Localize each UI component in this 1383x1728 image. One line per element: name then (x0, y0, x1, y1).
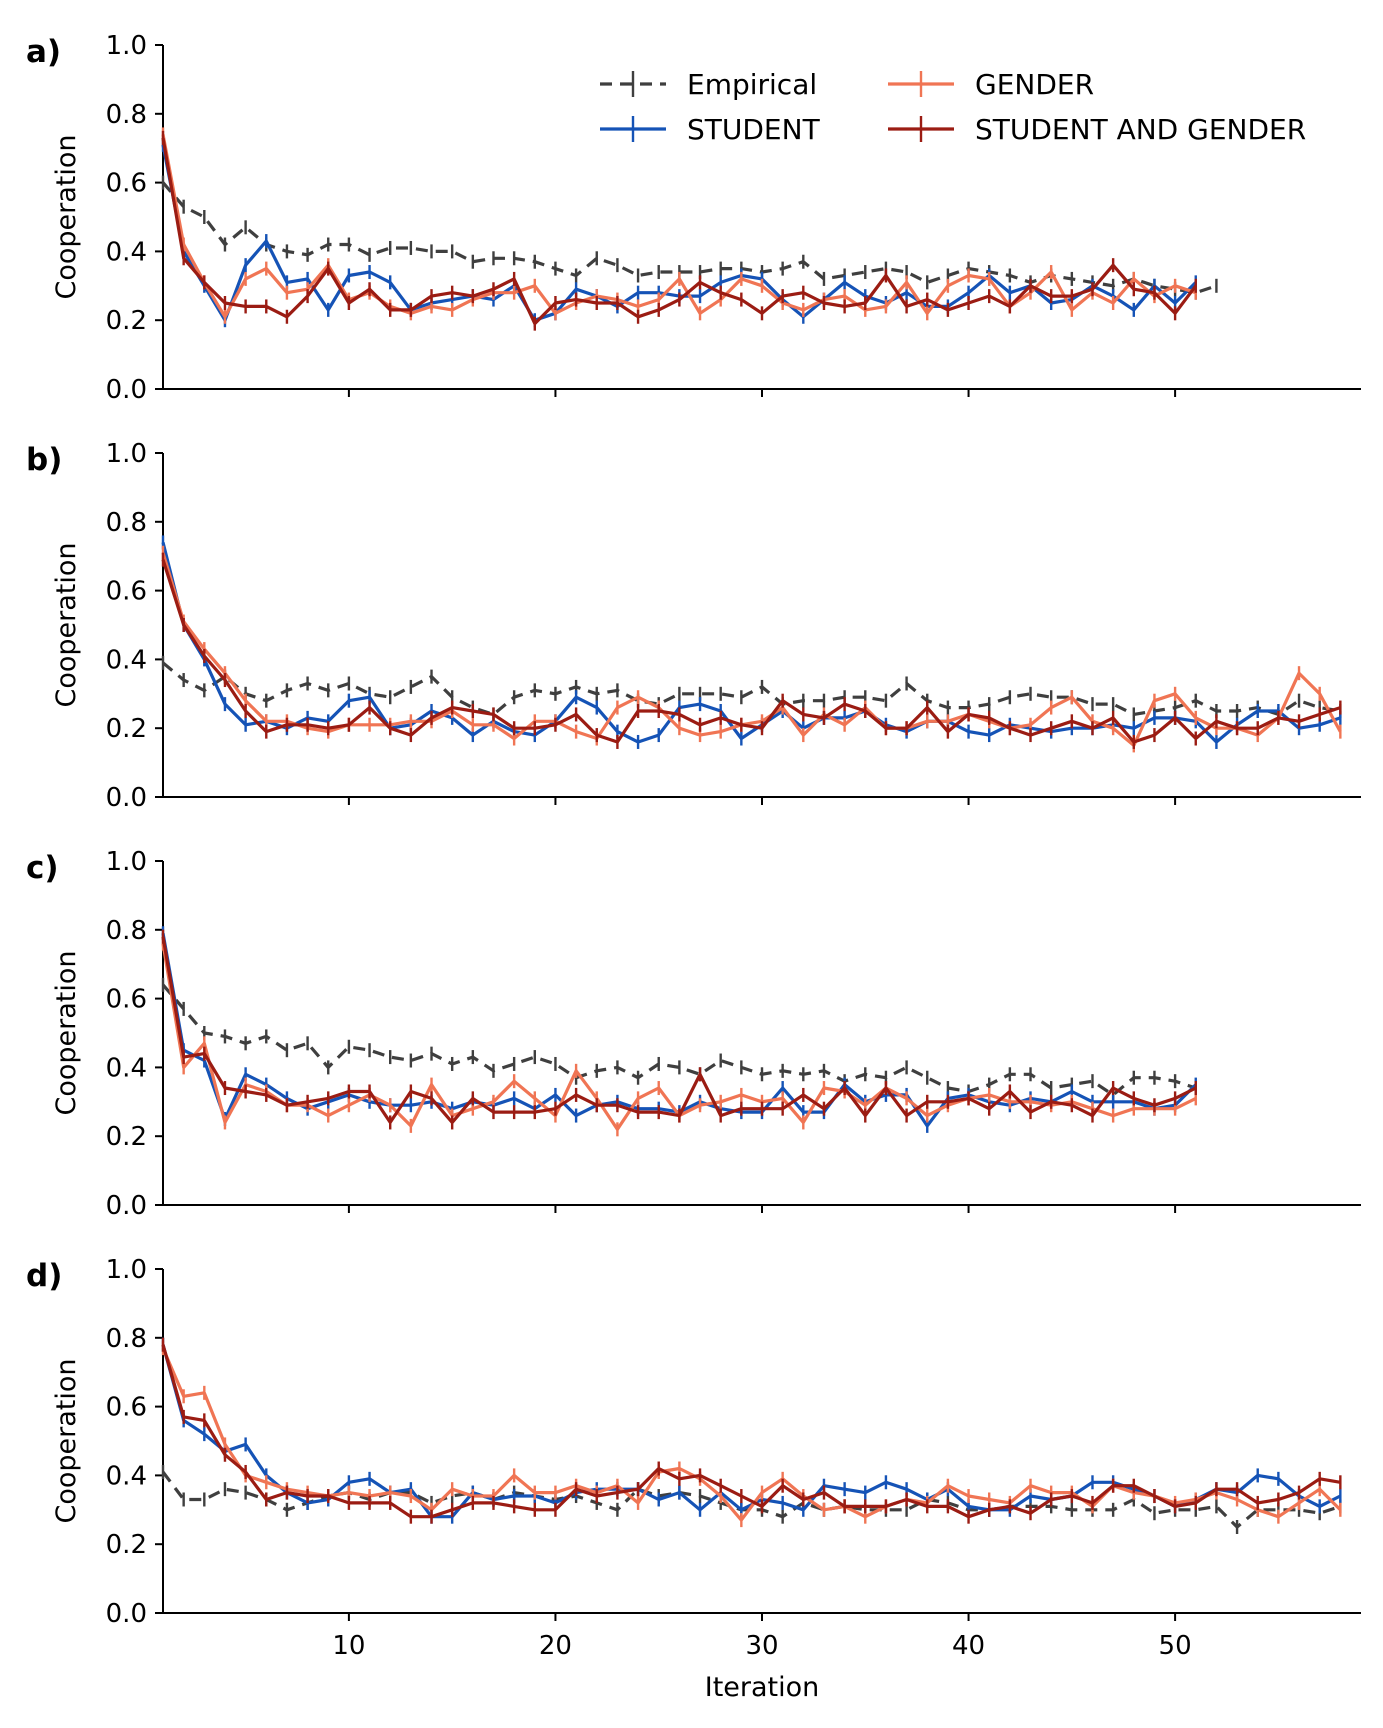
series-line (161, 983, 1197, 1097)
panel-label: b) (26, 442, 62, 478)
y-tick-label: 1.0 (106, 847, 147, 877)
x-tick-label: 20 (539, 1631, 572, 1661)
panel-label: c) (26, 850, 59, 886)
y-tick-label: 0.0 (106, 1599, 147, 1629)
panel-label: d) (26, 1258, 62, 1294)
series-empirical (161, 655, 1342, 722)
legend: Empirical STUDENT GENDER STUDENT AND GENDER (600, 68, 1306, 146)
series-gender (161, 545, 1342, 753)
x-tick-label: 40 (952, 1631, 985, 1661)
series-line (161, 1344, 1341, 1519)
panel-b: b) Cooperation 0.0 0.2 0.4 0.6 0.8 1.0 (26, 439, 1361, 813)
y-tick-label: 0.2 (106, 1122, 147, 1152)
y-axis-label: Cooperation (51, 542, 82, 707)
series-line (161, 936, 1197, 1125)
y-tick-label: 0.2 (106, 306, 147, 336)
y-tick-label: 0.2 (106, 1530, 147, 1560)
series-line (161, 1347, 1342, 1522)
panel-d: d) Cooperation 0.0 0.2 0.4 0.6 0.8 1.0 10 20 30 40 5… (26, 1255, 1361, 1703)
series-student (161, 535, 1342, 749)
series-empirical (161, 977, 1197, 1102)
y-tick-label: 0.6 (106, 1393, 147, 1423)
y-tick-label: 0.4 (106, 1461, 147, 1491)
y-tick-label: 0.4 (106, 237, 147, 267)
x-tick-label: 50 (1159, 1631, 1192, 1661)
y-tick-label: 1.0 (106, 31, 147, 61)
y-tick-label: 0.6 (106, 169, 147, 199)
x-tick-label: 30 (745, 1631, 778, 1661)
y-axis-label: Cooperation (51, 134, 82, 299)
series-line (161, 932, 1197, 1128)
series-student (161, 1337, 1342, 1524)
x-tick-label: 10 (332, 1631, 365, 1661)
series-student-and-gender (161, 130, 1198, 331)
series-line (161, 559, 1341, 744)
y-tick-label: 0.4 (106, 645, 147, 675)
legend-label: STUDENT AND GENDER (975, 113, 1306, 146)
legend-entry-empirical: Empirical (600, 68, 817, 101)
y-tick-label: 0.8 (106, 100, 147, 130)
y-tick-label: 0.8 (106, 916, 147, 946)
series-student-and-gender (161, 929, 1197, 1130)
y-tick-label: 0.2 (106, 714, 147, 744)
panel-label: a) (26, 34, 61, 70)
series-line (161, 1344, 1342, 1519)
series-line (161, 542, 1341, 744)
legend-label: Empirical (687, 68, 817, 101)
series-empirical (161, 175, 1218, 300)
y-axis-label: Cooperation (51, 1358, 82, 1523)
legend-entry-student-and-gender: STUDENT AND GENDER (888, 113, 1306, 146)
series-line (161, 1471, 1341, 1529)
panel-a: a) Cooperation 0.0 0.2 0.4 0.6 0.8 1.0 (26, 31, 1361, 405)
legend-label: STUDENT (687, 113, 821, 146)
legend-label: GENDER (975, 68, 1094, 101)
y-tick-label: 0.0 (106, 783, 147, 813)
series-line (161, 661, 1341, 717)
legend-entry-student: STUDENT (600, 113, 821, 146)
y-tick-label: 0.0 (106, 375, 147, 405)
y-tick-label: 0.6 (106, 985, 147, 1015)
y-tick-label: 0.4 (106, 1053, 147, 1083)
y-tick-label: 0.0 (106, 1191, 147, 1221)
series-student-and-gender (161, 1337, 1342, 1524)
y-tick-label: 0.6 (106, 577, 147, 607)
y-tick-label: 1.0 (106, 1255, 147, 1285)
legend-entry-gender: GENDER (888, 68, 1094, 101)
y-axis-label: Cooperation (51, 950, 82, 1115)
panel-c: c) Cooperation 0.0 0.2 0.4 0.6 0.8 1.0 (26, 847, 1361, 1221)
y-tick-label: 0.8 (106, 508, 147, 538)
x-axis-label: Iteration (705, 1672, 820, 1703)
y-tick-label: 1.0 (106, 439, 147, 469)
series-line (161, 552, 1342, 748)
series-line (161, 181, 1217, 295)
y-tick-label: 0.8 (106, 1324, 147, 1354)
series-student-and-gender (161, 552, 1342, 749)
